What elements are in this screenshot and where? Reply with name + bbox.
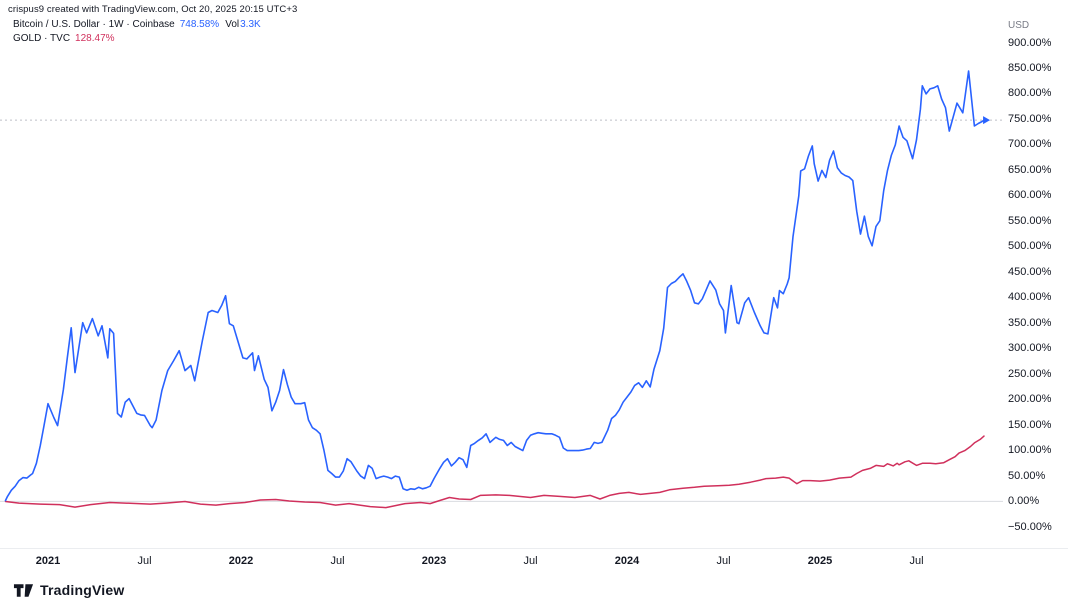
y-axis-tick: 600.00%: [1008, 189, 1052, 202]
y-axis-tick: 250.00%: [1008, 367, 1052, 380]
y-axis-tick: 350.00%: [1008, 316, 1052, 329]
y-axis-tick: 200.00%: [1008, 393, 1052, 406]
gold-change-value: 128.47%: [75, 33, 115, 44]
x-axis-tick: 2025: [807, 555, 833, 567]
y-axis-tick: 750.00%: [1008, 112, 1052, 125]
x-axis-tick: Jul: [716, 555, 731, 567]
bitcoin-symbol-title: Bitcoin / U.S. Dollar · 1W · Coinbase: [13, 19, 175, 30]
y-axis-tick: 850.00%: [1008, 61, 1052, 74]
y-axis-tick: 450.00%: [1008, 265, 1052, 278]
price-axis: USD 900.00% 850.00% 800.00% 750.00% 700.00% 6…: [1008, 0, 1068, 548]
gold-line: [4, 435, 985, 509]
y-axis-tick: 800.00%: [1008, 87, 1052, 100]
x-axis-tick: 2022: [228, 555, 254, 567]
y-axis-tick: 700.00%: [1008, 138, 1052, 151]
legend-row-bitcoin: Bitcoin / U.S. Dollar · 1W · Coinbase 748…: [13, 18, 261, 31]
time-axis: 2021 Jul 2022 Jul 2023 Jul 2024 Jul 2025 Jul: [0, 554, 1068, 572]
price-axis-unit: USD: [1008, 20, 1030, 31]
bitcoin-vol-label: Vol: [225, 19, 240, 30]
y-axis-tick: −50.00%: [1008, 520, 1052, 533]
y-axis-tick: 900.00%: [1008, 36, 1052, 49]
gold-symbol-title: GOLD · TVC: [13, 33, 71, 44]
bitcoin-change-value: 748.58%: [179, 19, 220, 30]
y-axis-tick: 650.00%: [1008, 163, 1052, 176]
chart-legend: Bitcoin / U.S. Dollar · 1W · Coinbase 748…: [13, 18, 261, 45]
x-axis-tick: 2024: [614, 555, 640, 567]
y-axis-tick: 500.00%: [1008, 240, 1052, 253]
y-axis-tick: 0.00%: [1008, 495, 1040, 508]
bitcoin-vol-value: 3.3K: [240, 19, 261, 30]
y-axis-tick: 300.00%: [1008, 342, 1052, 355]
y-axis-tick: 550.00%: [1008, 214, 1052, 227]
legend-row-gold: GOLD · TVC 128.47%: [13, 32, 261, 45]
time-axis-separator: [0, 548, 1068, 549]
y-axis-tick: 100.00%: [1008, 444, 1052, 457]
y-axis-tick: 50.00%: [1008, 469, 1046, 482]
x-axis-tick: 2021: [35, 555, 61, 567]
x-axis-tick: Jul: [330, 555, 345, 567]
x-axis-tick: Jul: [909, 555, 924, 567]
brand-name: TradingView: [40, 582, 125, 598]
tradingview-logo-icon: [13, 583, 34, 597]
attribution-text: crispus9 created with TradingView.com, O…: [8, 4, 298, 15]
x-axis-tick: 2023: [421, 555, 447, 567]
last-price-arrow-icon: [983, 116, 991, 125]
x-axis-tick: Jul: [523, 555, 538, 567]
x-axis-tick: Jul: [137, 555, 152, 567]
bitcoin-line: [4, 70, 985, 502]
tradingview-watermark[interactable]: TradingView: [13, 582, 124, 598]
y-axis-tick: 400.00%: [1008, 291, 1052, 304]
y-axis-tick: 150.00%: [1008, 418, 1052, 431]
